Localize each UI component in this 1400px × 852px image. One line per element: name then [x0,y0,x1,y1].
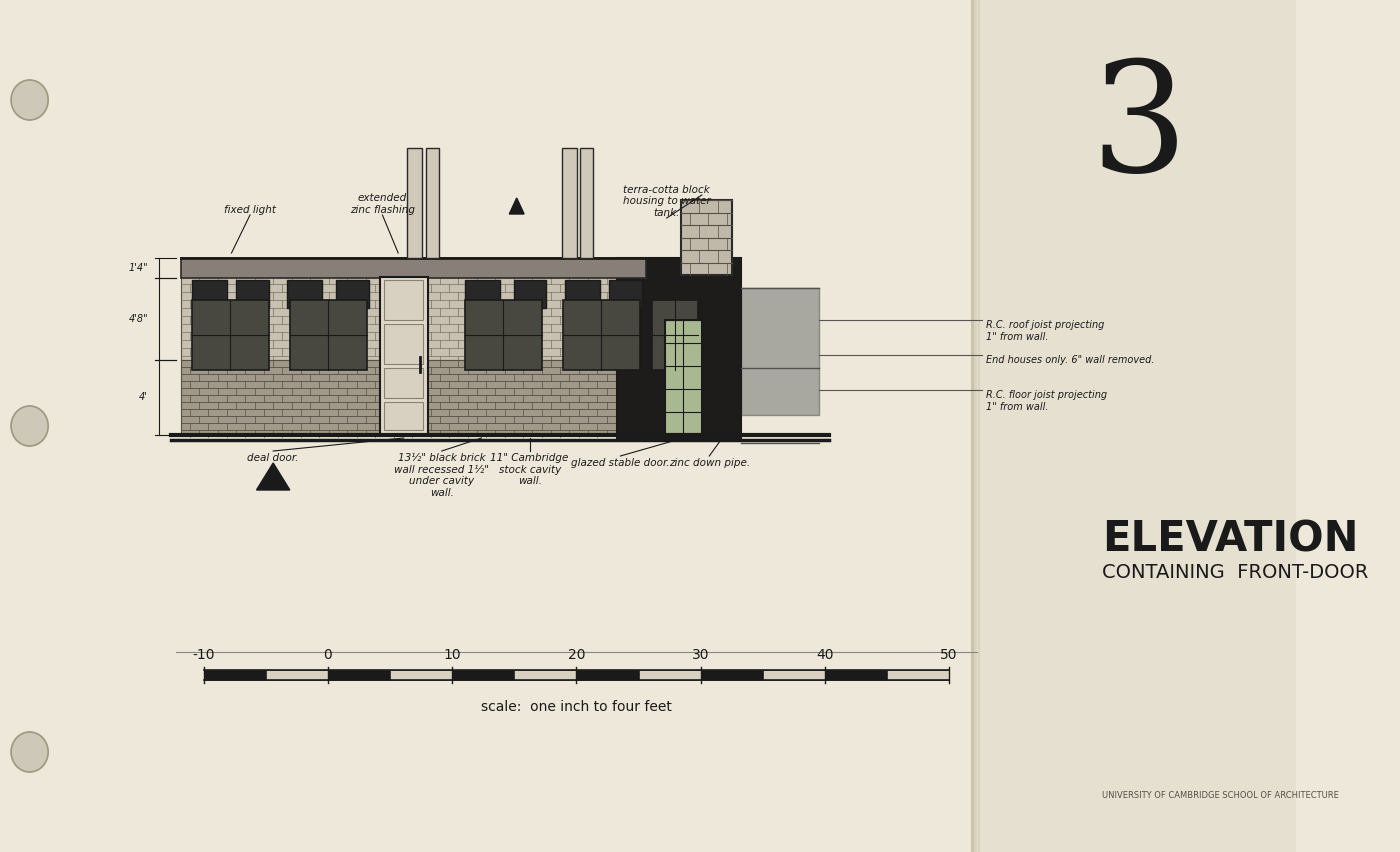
Text: 3: 3 [1091,55,1187,204]
Text: 3: 3 [1091,55,1187,204]
Bar [680,200,732,275]
Bar [617,258,741,440]
Text: 0: 0 [323,648,332,662]
Text: zinc down pipe.: zinc down pipe. [669,458,750,468]
Text: 1'4": 1'4" [129,263,148,273]
Text: R.C. roof joist projecting
1" from wall.: R.C. roof joist projecting 1" from wall. [986,320,1105,342]
Text: 4': 4' [139,393,148,402]
Bar [181,258,645,278]
Circle shape [11,406,48,446]
Bar [972,0,1296,852]
Bar [391,670,452,680]
Text: glazed stable door.: glazed stable door. [571,458,669,468]
Text: End houses only. 6" wall removed.: End houses only. 6" wall removed. [986,355,1155,365]
Bar [577,670,638,680]
Bar [426,148,440,258]
Bar [287,280,322,308]
Text: 4'8": 4'8" [129,314,148,324]
Bar [407,148,423,258]
Text: 10: 10 [444,648,461,662]
Bar [384,280,423,320]
Bar [700,670,763,680]
Bar [465,300,542,370]
Bar [384,368,423,398]
Bar [204,670,266,680]
Text: 30: 30 [692,648,710,662]
Bar [564,280,601,308]
Text: fixed light: fixed light [224,205,276,215]
Bar [580,148,592,258]
Text: CONTAINING  FRONT-DOOR: CONTAINING FRONT-DOOR [1102,562,1368,582]
Text: 13½" black brick
wall recessed 1½"
under cavity
wall.: 13½" black brick wall recessed 1½" under… [395,453,489,498]
Text: terra-cotta block
housing to water
tank.: terra-cotta block housing to water tank. [623,185,711,218]
Text: UNIVERSITY OF CAMBRIDGE SCHOOL OF ARCHITECTURE: UNIVERSITY OF CAMBRIDGE SCHOOL OF ARCHIT… [1102,791,1338,800]
Bar [336,280,368,308]
Text: deal door.: deal door. [248,453,298,463]
Bar [181,276,645,360]
Bar [452,670,514,680]
Bar [328,670,391,680]
Text: R.C. floor joist projecting
1" from wall.: R.C. floor joist projecting 1" from wall… [986,390,1107,412]
Bar [181,360,645,435]
Text: 20: 20 [567,648,585,662]
Text: 11" Cambridge
stock cavity
wall.: 11" Cambridge stock cavity wall. [490,453,568,486]
Bar [825,670,888,680]
Bar [192,280,227,308]
Bar [741,288,819,416]
Text: scale:  one inch to four feet: scale: one inch to four feet [482,700,672,714]
Bar [561,148,577,258]
Bar [266,670,328,680]
Bar [514,280,546,308]
Text: ELEVATION: ELEVATION [1102,519,1358,561]
Bar [665,320,701,435]
Text: -10: -10 [192,648,216,662]
Bar [563,300,640,370]
Bar [384,402,423,430]
Polygon shape [510,198,524,214]
Bar [888,670,949,680]
Bar [384,324,423,364]
Text: 40: 40 [816,648,833,662]
Bar [638,670,700,680]
Circle shape [11,732,48,772]
Bar [609,280,641,308]
Polygon shape [256,463,290,490]
Text: extended
zinc flashing: extended zinc flashing [350,193,414,215]
Bar [290,300,367,370]
Bar [465,280,500,308]
Bar [379,277,428,435]
Bar [652,300,699,370]
Bar [514,670,577,680]
Bar [192,300,269,370]
Bar [763,670,825,680]
Circle shape [11,80,48,120]
Text: 50: 50 [941,648,958,662]
Bar [237,280,269,308]
